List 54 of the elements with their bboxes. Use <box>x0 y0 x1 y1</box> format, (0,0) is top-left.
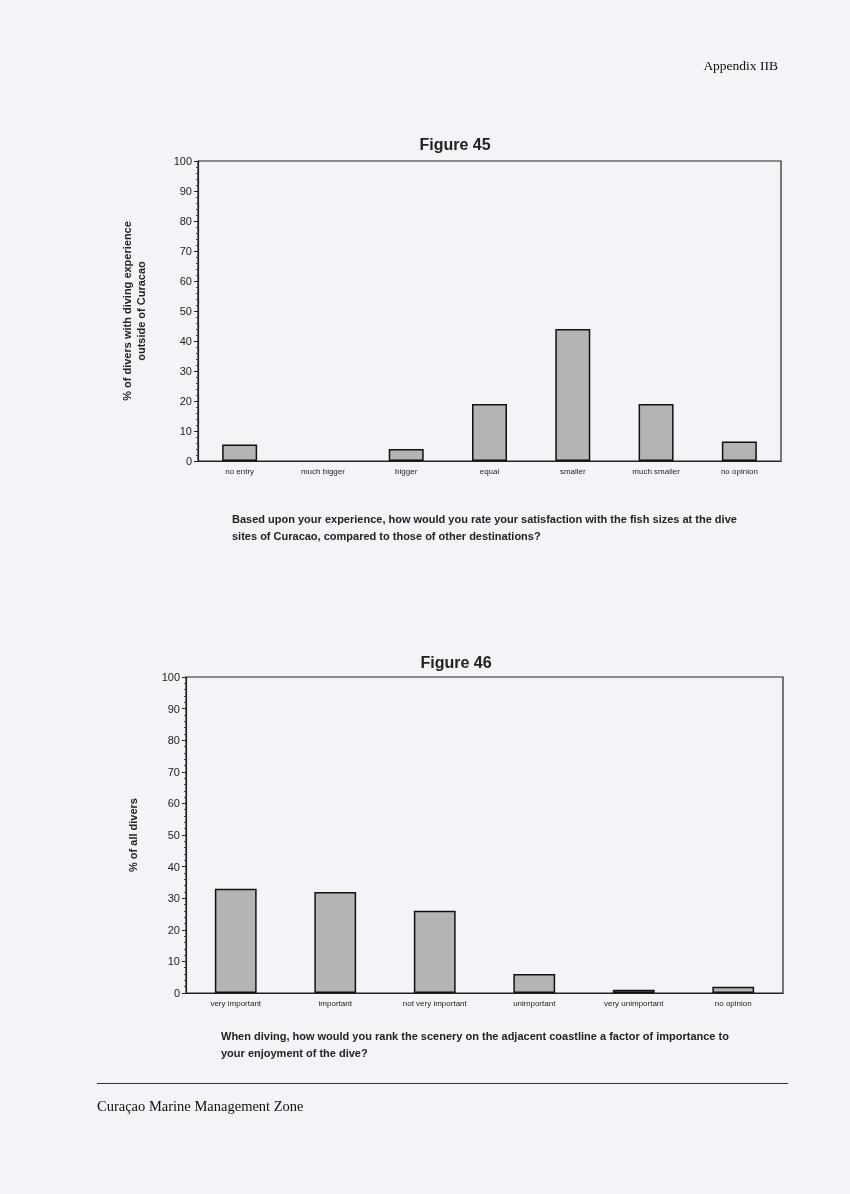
x-tick-label: much smaller <box>632 466 681 476</box>
y-tick-label: 100 <box>173 155 192 167</box>
x-tick-label: no entry <box>225 466 255 476</box>
bar <box>555 329 591 461</box>
y-tick-label: 0 <box>173 987 180 999</box>
bar <box>222 444 258 461</box>
y-tick-label: 0 <box>185 455 192 467</box>
x-tick-label: no opinion <box>714 998 752 1008</box>
x-tick-label: very unimportant <box>603 998 665 1008</box>
y-tick-label: 80 <box>167 734 180 747</box>
text: Appendix IIB <box>703 58 778 74</box>
chart-title: Figure 45 <box>419 135 491 153</box>
y-tick-label: 20 <box>179 395 192 407</box>
x-tick-label: smaller <box>559 466 587 476</box>
y-tick-label: 40 <box>179 335 192 347</box>
x-tick-label: very important <box>210 998 262 1008</box>
x-tick-label: unimportant <box>513 998 557 1008</box>
text: Based upon your experience, how would you rate your satisfaction with the fish sizes at the dive sites of Curacao, compared to those of other destinations? <box>232 512 738 544</box>
x-tick-label: no opinion <box>720 466 758 476</box>
x-tick-label: much bigger <box>300 466 346 476</box>
y-tick-label: 70 <box>179 245 192 257</box>
y-tick-label: 70 <box>167 765 180 778</box>
y-tick-label: 10 <box>167 955 180 968</box>
chart-title: Figure 46 <box>420 653 492 671</box>
text: Curaçao Marine Management Zone <box>97 1098 304 1115</box>
x-tick-label: important <box>318 998 353 1008</box>
y-tick-label: 60 <box>167 797 180 810</box>
bar <box>712 986 755 993</box>
bar <box>314 891 357 993</box>
x-tick-label: bigger <box>395 466 418 476</box>
y-tick-label: 100 <box>161 671 180 683</box>
y-tick-label: 80 <box>179 215 192 227</box>
y-axis-title: % of all divers <box>127 798 139 872</box>
y-axis-title: % of divers with diving experience outside of Curacao <box>121 221 147 401</box>
y-tick-label: 90 <box>167 702 180 715</box>
bar <box>721 441 757 461</box>
y-tick-label: 50 <box>179 305 192 317</box>
bar <box>214 888 257 993</box>
y-tick-label: 30 <box>179 365 192 377</box>
y-tick-label: 40 <box>167 860 180 873</box>
y-tick-label: 90 <box>179 185 192 197</box>
x-tick-label: not very important <box>402 998 468 1008</box>
x-tick-label: equal <box>479 466 500 476</box>
bar <box>388 449 424 461</box>
y-tick-label: 60 <box>179 275 192 287</box>
bar <box>472 404 507 461</box>
bar <box>513 974 556 993</box>
y-tick-label: 10 <box>179 425 192 437</box>
y-tick-label: 50 <box>167 829 180 841</box>
y-tick-label: 30 <box>167 892 180 905</box>
bar <box>638 404 674 461</box>
text: When diving, how would you rank the scenery on the adjacent coastline a factor of importance to your enjoyment of the dive? <box>221 1029 730 1061</box>
bar <box>413 910 456 993</box>
y-tick-label: 20 <box>167 923 180 936</box>
